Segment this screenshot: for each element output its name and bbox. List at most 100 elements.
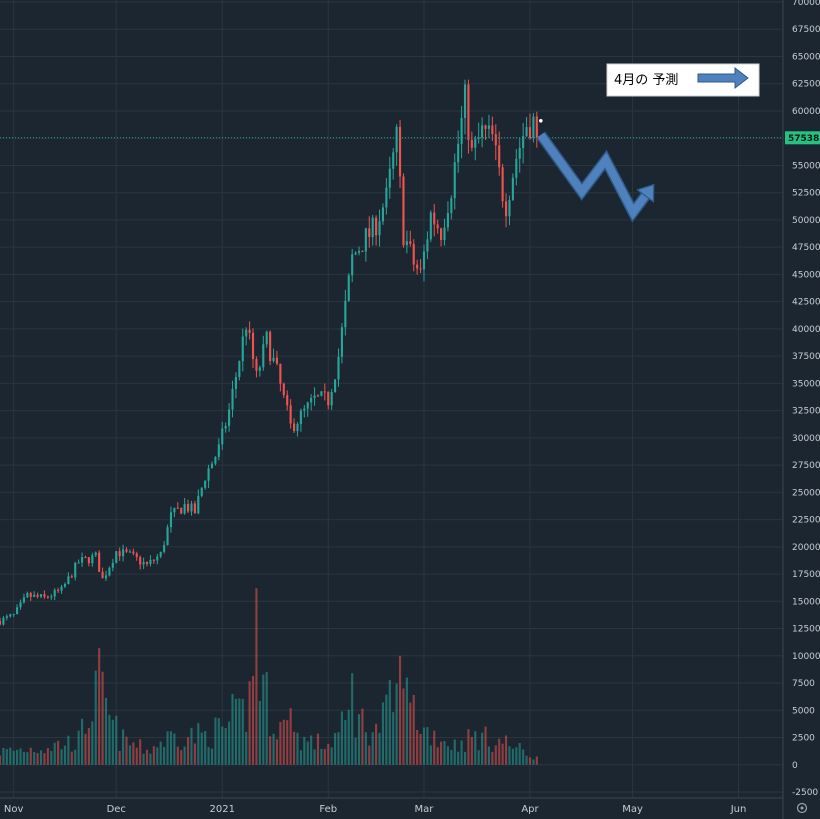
candle-body xyxy=(152,559,155,561)
volume-bar xyxy=(50,751,53,765)
candlestick xyxy=(210,461,214,469)
candlestick xyxy=(258,365,261,377)
candle-body xyxy=(525,127,528,137)
volume-bar xyxy=(210,748,214,765)
right-arrow-icon xyxy=(697,66,749,90)
candle-body xyxy=(207,468,210,481)
y-tick-label: 12500 xyxy=(792,625,820,635)
candlestick xyxy=(419,259,422,274)
volume-bar xyxy=(275,739,279,765)
volume-bar xyxy=(347,709,350,765)
volume-bar xyxy=(453,739,456,765)
x-tick-label: Nov xyxy=(4,804,24,815)
candle-body xyxy=(132,551,135,554)
volume-bar xyxy=(443,741,446,765)
candle-body xyxy=(248,329,251,333)
y-tick-label: 55000 xyxy=(792,161,820,171)
volume-bar xyxy=(118,750,121,765)
volume-bar xyxy=(180,750,183,765)
candle-body xyxy=(163,545,166,552)
volume-bar xyxy=(303,736,306,765)
candle-body xyxy=(94,552,97,556)
candlestick xyxy=(412,239,415,272)
candle-body xyxy=(481,125,484,138)
volume-bar xyxy=(535,756,538,765)
candle-body xyxy=(16,607,19,614)
candle-body xyxy=(303,408,306,411)
candlestick xyxy=(36,592,39,599)
candlestick xyxy=(388,156,391,199)
volume-bar xyxy=(221,726,224,765)
volume-bar xyxy=(9,747,12,765)
candle-body xyxy=(183,504,186,514)
candle-body xyxy=(491,125,494,135)
candlestick xyxy=(159,551,162,559)
candle-body xyxy=(463,84,467,118)
candle-body xyxy=(91,555,94,564)
candlestick xyxy=(33,591,36,598)
candle-body xyxy=(0,620,2,625)
candlestick xyxy=(221,421,224,450)
volume-bar xyxy=(67,735,70,765)
candle-body xyxy=(87,557,90,564)
volume-bar xyxy=(515,747,518,765)
volume-bar xyxy=(5,749,8,765)
candle-body xyxy=(347,275,350,301)
candle-body xyxy=(436,224,439,229)
candlestick xyxy=(142,557,145,570)
candle-body xyxy=(351,254,354,276)
annotation-box-bg xyxy=(606,63,760,97)
volume-bar xyxy=(87,728,90,765)
settings-gear-icon[interactable] xyxy=(796,802,808,814)
candle-body xyxy=(330,391,333,406)
candlestick xyxy=(200,487,203,498)
volume-layer xyxy=(0,588,538,765)
volume-bar xyxy=(53,742,56,765)
candle-body xyxy=(405,241,408,246)
volume-bar xyxy=(77,730,80,765)
candlestick xyxy=(5,614,8,621)
candlestick xyxy=(364,227,367,262)
candlestick xyxy=(457,130,460,173)
candle-body xyxy=(450,198,453,214)
volume-bar xyxy=(269,736,272,765)
candlestick xyxy=(443,218,446,246)
candle-body xyxy=(446,213,449,228)
volume-bar xyxy=(463,751,467,765)
candlestick xyxy=(306,401,309,417)
volume-bar xyxy=(392,712,395,765)
candlestick xyxy=(303,405,306,418)
candle-body xyxy=(385,187,388,208)
volume-bar xyxy=(173,733,176,765)
volume-bar xyxy=(433,730,436,765)
candlestick xyxy=(135,551,138,561)
candlestick xyxy=(70,574,73,579)
candle-body xyxy=(104,575,108,579)
volume-bar xyxy=(299,750,302,765)
candlestick xyxy=(74,561,77,581)
candlestick xyxy=(214,456,217,466)
candlestick xyxy=(149,555,152,567)
candle-body xyxy=(296,423,299,432)
candle-body xyxy=(279,363,282,384)
candlestick xyxy=(484,124,487,140)
candle-body xyxy=(50,596,53,598)
x-tick-label: Apr xyxy=(521,804,539,815)
candlestick xyxy=(463,79,467,135)
candlestick xyxy=(310,394,313,411)
y-tick-label: 22500 xyxy=(792,516,820,526)
candlestick xyxy=(405,230,408,254)
candlestick xyxy=(60,584,63,594)
candlestick xyxy=(467,79,470,154)
candle-body xyxy=(217,444,220,457)
forecast-annotation: 4月の 予測 xyxy=(606,63,760,97)
candlestick xyxy=(231,380,234,418)
candlestick xyxy=(436,219,439,234)
candle-body xyxy=(498,145,501,168)
volume-bar xyxy=(532,759,535,765)
candlestick xyxy=(156,553,159,565)
x-tick-label: Mar xyxy=(415,804,435,815)
volume-bar xyxy=(183,746,186,765)
candlestick xyxy=(398,120,402,188)
volume-bar xyxy=(70,751,73,765)
